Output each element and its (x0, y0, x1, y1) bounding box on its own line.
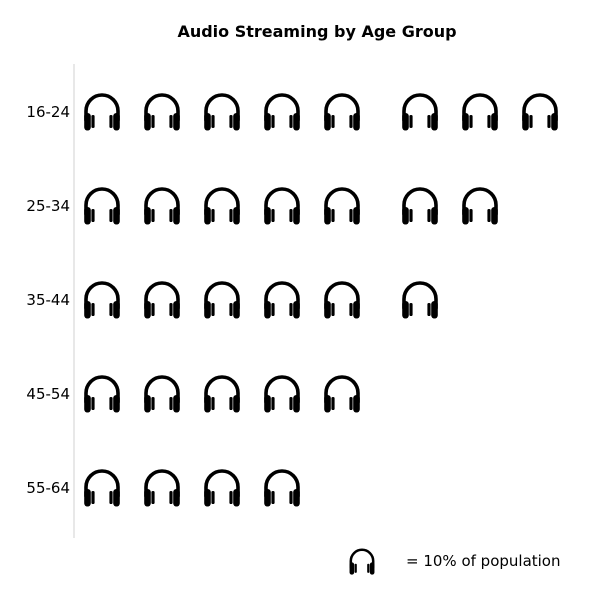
category-label: 45-54 (26, 385, 70, 403)
headphones-icon (400, 281, 440, 320)
headphones-icon (322, 375, 362, 414)
pictograph-row: 45-54 (26, 375, 362, 414)
headphones-icon (262, 187, 302, 226)
headphones-icon (202, 281, 242, 320)
headphones-icon (202, 469, 242, 508)
headphones-icon (82, 469, 122, 508)
headphones-icon (82, 187, 122, 226)
headphones-icon (202, 187, 242, 226)
pictograph-rows: 16-24 25-34 35-44 45-54 55-64 (26, 93, 560, 508)
headphones-icon (520, 93, 560, 132)
chart-title: Audio Streaming by Age Group (177, 22, 456, 41)
category-label: 55-64 (26, 479, 70, 497)
headphones-icon (82, 281, 122, 320)
category-label: 35-44 (26, 291, 70, 309)
headphones-icon (262, 375, 302, 414)
pictograph-row: 16-24 (26, 93, 560, 132)
legend-headphones-icon (348, 548, 376, 576)
headphones-icon (142, 93, 182, 132)
headphones-icon (460, 187, 500, 226)
headphones-icon (262, 93, 302, 132)
headphones-icon (262, 281, 302, 320)
headphones-icon (400, 187, 440, 226)
pictograph-row: 55-64 (26, 469, 302, 508)
headphones-icon (142, 187, 182, 226)
headphones-icon (82, 375, 122, 414)
pictograph-row: 35-44 (26, 281, 440, 320)
headphones-icon (202, 375, 242, 414)
headphones-icon (142, 469, 182, 508)
pictograph-row: 25-34 (26, 187, 500, 226)
headphones-icon (82, 93, 122, 132)
headphones-icon (322, 187, 362, 226)
legend-label: = 10% of population (406, 552, 561, 570)
headphones-icon (142, 281, 182, 320)
category-label: 25-34 (26, 197, 70, 215)
headphones-icon (142, 375, 182, 414)
category-label: 16-24 (26, 103, 70, 121)
headphones-icon (262, 469, 302, 508)
headphones-icon (460, 93, 500, 132)
headphones-icon (202, 93, 242, 132)
headphones-icon (322, 93, 362, 132)
headphones-icon (400, 93, 440, 132)
headphones-icon (322, 281, 362, 320)
legend: = 10% of population (348, 548, 561, 576)
